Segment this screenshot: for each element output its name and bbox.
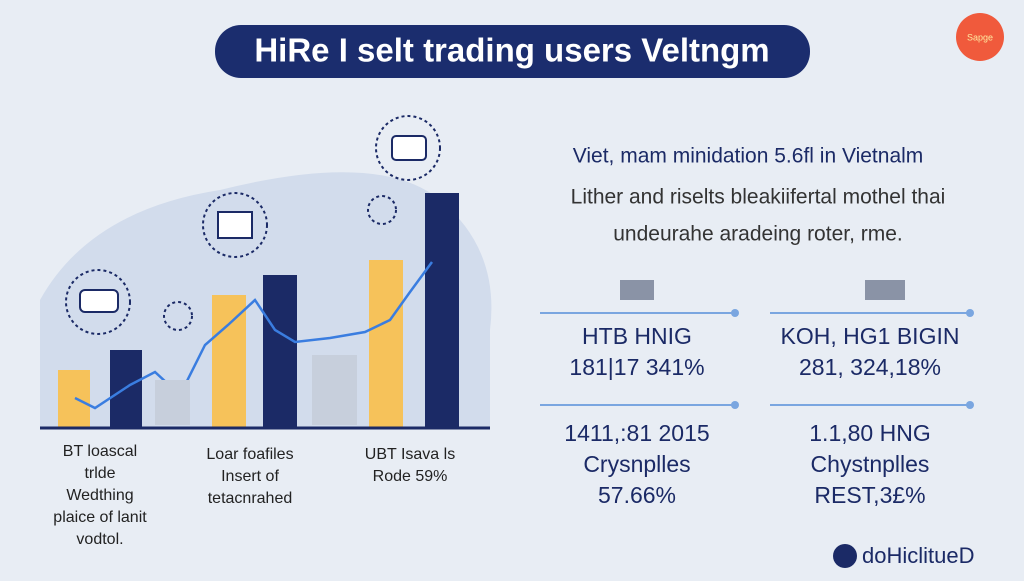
dot [731,401,739,409]
caption-line: Wedthing [66,487,133,504]
stat-line: Chystnplles [811,451,930,477]
icon-circle [163,301,193,331]
divider-icons [620,280,905,300]
divider-dots [731,309,974,409]
icon-circle [202,192,268,258]
caption-line: Insert of [221,468,279,485]
logo-icon [833,544,857,568]
intro-line: undeurahe aradeing roter, rme. [613,223,903,246]
caption-line: vodtol. [76,531,123,548]
caption-line: UBT Isava ls [365,446,455,463]
temple-icon [155,380,190,425]
bar [425,193,459,428]
icon [620,280,654,300]
stat-line: 1.1,80 HNG [809,420,930,446]
car-icon [79,289,119,313]
caption-line: Loar foafiles [206,446,293,463]
vehicle-icon [391,135,427,161]
stat-line: 1411,:81 2015 [564,420,709,446]
icons [65,115,441,335]
stat-line: HTB HNIG [582,323,692,349]
caption-line: plaice of lanit [53,509,147,526]
stat-line: 57.66% [598,482,676,508]
icon-circle [367,195,397,225]
dividers [540,312,970,406]
bar [212,295,246,428]
trend-line [74,261,434,410]
bar [263,275,297,428]
logo: doHiclitueD [862,543,975,568]
stat-line: 281, 324,18% [799,354,941,380]
stat-line: KOH, HG1 BIGIN [781,323,960,349]
stat-line: Crysnplles [583,451,690,477]
caption-line: BT loascal [63,443,137,460]
stat-line: 181|17 341% [569,354,704,380]
title-pill [215,25,810,78]
building-icon [312,355,357,425]
intro-heading: Viet, mam minidation 5.6fl in Vietnalm [573,145,924,168]
dot [966,309,974,317]
bar [369,260,403,428]
caption-line: trlde [84,465,115,482]
caption-line: tetacnrahed [208,490,293,507]
building-icon [217,211,253,239]
icon-circle [65,269,131,335]
intro-line: Lither and riselts bleakiifertal mothel … [571,186,946,209]
dot [731,309,739,317]
icon [865,280,905,300]
stat-line: REST,3£% [814,482,925,508]
bar [58,370,90,428]
title: HiRe I selt trading users Veltngm [254,32,769,69]
badge [956,13,1004,61]
badge-text: Sapge [967,32,993,42]
icon-circle [375,115,441,181]
dot [966,401,974,409]
caption-line: Rode 59% [373,468,448,485]
